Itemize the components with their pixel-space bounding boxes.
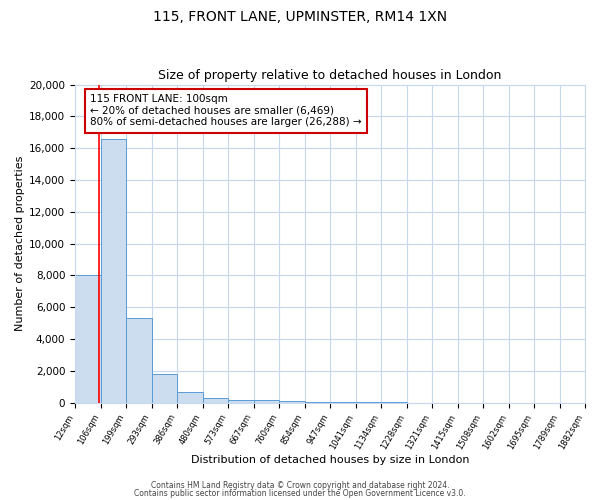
Bar	[101, 140, 126, 402]
Text: Contains public sector information licensed under the Open Government Licence v3: Contains public sector information licen…	[134, 488, 466, 498]
Bar	[203, 398, 228, 402]
X-axis label: Distribution of detached houses by size in London: Distribution of detached houses by size …	[191, 455, 469, 465]
Bar	[177, 392, 203, 402]
Text: Contains HM Land Registry data © Crown copyright and database right 2024.: Contains HM Land Registry data © Crown c…	[151, 481, 449, 490]
Bar	[152, 374, 177, 402]
Text: 115 FRONT LANE: 100sqm
← 20% of detached houses are smaller (6,469)
80% of semi-: 115 FRONT LANE: 100sqm ← 20% of detached…	[91, 94, 362, 128]
Bar	[254, 400, 279, 402]
Bar	[228, 400, 254, 402]
Title: Size of property relative to detached houses in London: Size of property relative to detached ho…	[158, 69, 502, 82]
Bar	[126, 318, 152, 402]
Y-axis label: Number of detached properties: Number of detached properties	[15, 156, 25, 332]
Bar	[75, 274, 101, 402]
Text: 115, FRONT LANE, UPMINSTER, RM14 1XN: 115, FRONT LANE, UPMINSTER, RM14 1XN	[153, 10, 447, 24]
